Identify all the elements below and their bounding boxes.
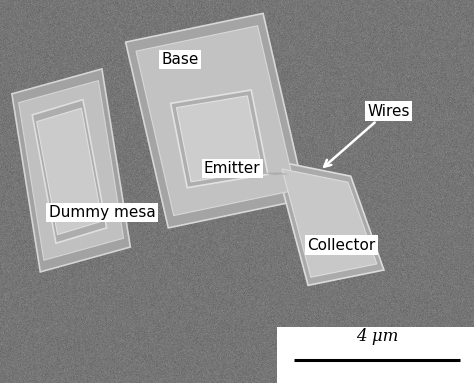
Text: Emitter: Emitter xyxy=(204,161,261,176)
Polygon shape xyxy=(18,80,124,260)
Bar xyxy=(277,327,474,383)
Polygon shape xyxy=(36,108,102,234)
Text: Dummy mesa: Dummy mesa xyxy=(48,205,155,220)
Polygon shape xyxy=(12,69,130,272)
Text: Collector: Collector xyxy=(307,237,375,253)
Text: 4 μm: 4 μm xyxy=(356,328,398,345)
Text: Wires: Wires xyxy=(367,103,410,119)
Polygon shape xyxy=(126,13,306,228)
Polygon shape xyxy=(171,90,268,188)
Text: Base: Base xyxy=(162,52,199,67)
Polygon shape xyxy=(282,169,377,277)
Polygon shape xyxy=(32,100,107,243)
Polygon shape xyxy=(176,96,262,182)
Polygon shape xyxy=(136,26,295,216)
Polygon shape xyxy=(275,161,384,285)
Polygon shape xyxy=(264,172,288,175)
